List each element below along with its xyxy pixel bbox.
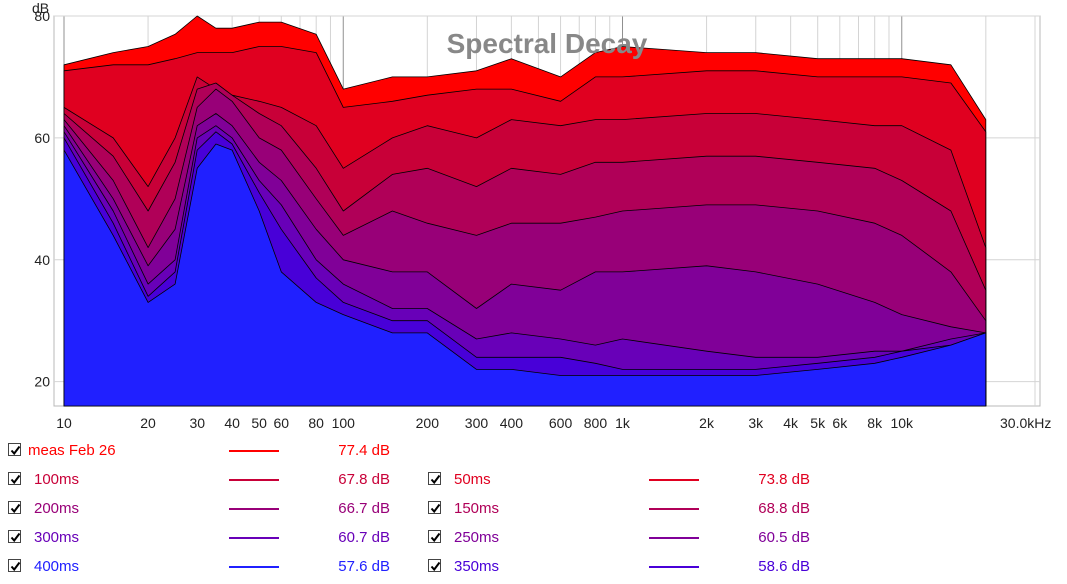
legend-checkbox[interactable] bbox=[428, 530, 441, 543]
x-tick-label: 6k bbox=[832, 415, 848, 431]
x-tick-label: 20 bbox=[140, 415, 156, 431]
legend-value: 68.8 dB bbox=[758, 500, 810, 517]
legend-line-swatch bbox=[229, 479, 279, 481]
legend-value: 60.7 dB bbox=[338, 529, 390, 546]
legend-line-swatch bbox=[229, 566, 279, 568]
x-tick-label: 300 bbox=[465, 415, 489, 431]
x-tick-label: 10k bbox=[890, 415, 914, 431]
legend-checkbox[interactable] bbox=[428, 559, 441, 572]
legend-item: 150ms 68.8 dB bbox=[428, 496, 848, 522]
legend-value: 66.7 dB bbox=[338, 500, 390, 517]
x-tick-label: 30 bbox=[189, 415, 205, 431]
legend-line-swatch bbox=[649, 508, 699, 510]
x-tick-label: 1k bbox=[615, 415, 631, 431]
x-tick-label: 2k bbox=[699, 415, 715, 431]
legend-series-name: 50ms bbox=[454, 471, 491, 488]
x-tick-label: 400 bbox=[500, 415, 524, 431]
legend-checkbox[interactable] bbox=[8, 530, 21, 543]
legend-value: 58.6 dB bbox=[758, 558, 810, 575]
legend-series-name: meas Feb 26 bbox=[28, 442, 116, 459]
y-tick-label: 20 bbox=[34, 374, 50, 390]
legend-line-swatch bbox=[229, 537, 279, 539]
x-tick-label: 200 bbox=[416, 415, 440, 431]
legend-series-name: 300ms bbox=[34, 529, 80, 546]
y-tick-label: 80 bbox=[34, 8, 50, 24]
legend-line-swatch bbox=[229, 450, 279, 452]
legend-value: 57.6 dB bbox=[338, 558, 390, 575]
check-icon bbox=[10, 503, 21, 514]
legend-checkbox[interactable] bbox=[428, 472, 441, 485]
legend-checkbox[interactable] bbox=[8, 559, 21, 572]
x-tick-label: 80 bbox=[308, 415, 324, 431]
x-tick-label: 4k bbox=[783, 415, 799, 431]
decay-areas bbox=[63, 15, 987, 407]
x-tick-label: 100 bbox=[332, 415, 356, 431]
legend-item: 400ms 57.6 dB bbox=[8, 554, 428, 580]
spectral-decay-chart: 10 20 30 40 50 60 80 100 200 300 400 600 800 1k 2k 3k 4k… bbox=[32, 0, 1051, 431]
check-icon bbox=[430, 561, 441, 572]
chart-title: Spectral Decay bbox=[447, 28, 648, 59]
legend-item: 250ms 60.5 dB bbox=[428, 525, 848, 551]
legend-value: 73.8 dB bbox=[758, 471, 810, 488]
y-tick-label: 40 bbox=[34, 252, 50, 268]
legend-checkbox[interactable] bbox=[428, 501, 441, 514]
legend-item: 100ms 67.8 dB bbox=[8, 467, 428, 493]
check-icon bbox=[10, 532, 21, 543]
legend-value: 67.8 dB bbox=[338, 471, 390, 488]
series-area-8 bbox=[63, 143, 987, 407]
check-icon bbox=[430, 474, 441, 485]
check-icon bbox=[10, 474, 21, 485]
legend-checkbox[interactable] bbox=[8, 501, 21, 514]
legend-series-name: 350ms bbox=[454, 558, 500, 575]
check-icon bbox=[10, 445, 21, 456]
legend-item: meas Feb 26 77.4 dB bbox=[8, 438, 428, 464]
x-tick-label: 40 bbox=[224, 415, 240, 431]
legend-line-swatch bbox=[649, 566, 699, 568]
x-tick-label: 10 bbox=[56, 415, 72, 431]
legend-item: 350ms 58.6 dB bbox=[428, 554, 848, 580]
x-tick-label: 5k bbox=[810, 415, 826, 431]
x-tick-label: 30.0kHz bbox=[1000, 415, 1051, 431]
legend-series-name: 200ms bbox=[34, 500, 80, 517]
axes: 10 20 30 40 50 60 80 100 200 300 400 600 800 1k 2k 3k 4k… bbox=[34, 8, 1051, 431]
x-tick-label: 50 bbox=[251, 415, 267, 431]
x-tick-label: 600 bbox=[549, 415, 573, 431]
legend-item: 300ms 60.7 dB bbox=[8, 525, 428, 551]
legend-value: 77.4 dB bbox=[338, 442, 390, 459]
legend-line-swatch bbox=[229, 508, 279, 510]
legend-series-name: 400ms bbox=[34, 558, 80, 575]
legend-checkbox[interactable] bbox=[8, 472, 21, 485]
y-tick-label: 60 bbox=[34, 130, 50, 146]
legend: meas Feb 26 77.4 dB 50ms 73.8 dB 100ms 67.8 d… bbox=[0, 438, 1067, 584]
legend-series-name: 250ms bbox=[454, 529, 500, 546]
x-tick-label: 60 bbox=[274, 415, 290, 431]
x-tick-label: 800 bbox=[584, 415, 608, 431]
legend-value: 60.5 dB bbox=[758, 529, 810, 546]
y-axis-label: dB bbox=[32, 0, 49, 16]
check-icon bbox=[430, 532, 441, 543]
legend-line-swatch bbox=[649, 537, 699, 539]
x-tick-label: 8k bbox=[867, 415, 883, 431]
check-icon bbox=[10, 561, 21, 572]
x-tick-label: 3k bbox=[748, 415, 764, 431]
legend-series-name: 150ms bbox=[454, 500, 500, 517]
legend-item: 200ms 66.7 dB bbox=[8, 496, 428, 522]
legend-checkbox[interactable] bbox=[8, 443, 21, 456]
legend-item: 50ms 73.8 dB bbox=[428, 467, 848, 493]
legend-series-name: 100ms bbox=[34, 471, 80, 488]
check-icon bbox=[430, 503, 441, 514]
legend-line-swatch bbox=[649, 479, 699, 481]
